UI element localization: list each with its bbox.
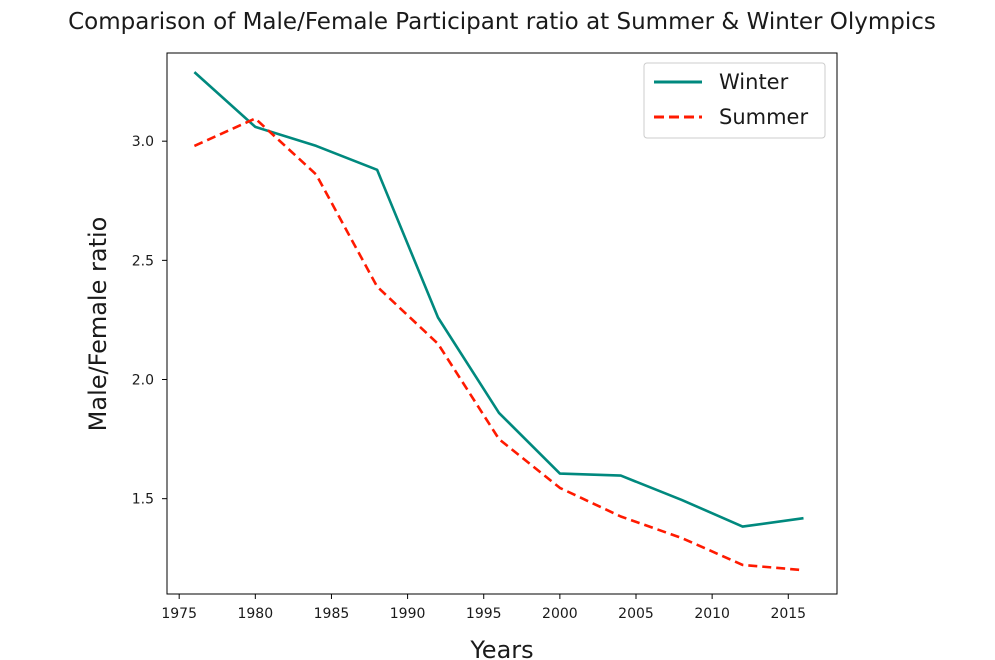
series-layer: [193, 71, 804, 572]
y-tick-label: 2.0: [132, 373, 154, 389]
x-tick-label: 1985: [314, 606, 350, 622]
x-tick-label: 2000: [542, 606, 578, 622]
x-tick-label: 1995: [466, 606, 502, 622]
y-tick-label: 1.5: [132, 492, 154, 508]
legend: Winter Summer: [643, 62, 826, 139]
x-tick-label: 2015: [770, 606, 806, 622]
legend-label-winter: Winter: [719, 70, 789, 94]
x-axis: 1975 1980 1985 1990 1995 2000 2005 2010 2015: [161, 594, 806, 622]
x-tick-label: 1990: [390, 606, 426, 622]
x-tick-label: 2010: [694, 606, 730, 622]
x-tick-label: 1980: [237, 606, 273, 622]
series-line-summer: [193, 117, 804, 572]
series-line-winter: [193, 71, 804, 528]
y-tick-label: 2.5: [132, 253, 154, 269]
legend-label-summer: Summer: [719, 105, 808, 129]
chart-title: Comparison of Male/Female Participant ra…: [68, 9, 936, 35]
x-tick-label: 1975: [161, 606, 197, 622]
plot-area: [166, 52, 838, 595]
y-tick-label: 3.0: [132, 134, 154, 150]
y-axis-label: Male/Female ratio: [84, 217, 112, 432]
y-axis: 1.5 2.0 2.5 3.0: [132, 134, 167, 508]
x-axis-label: Years: [469, 636, 533, 660]
x-tick-label: 2005: [618, 606, 654, 622]
